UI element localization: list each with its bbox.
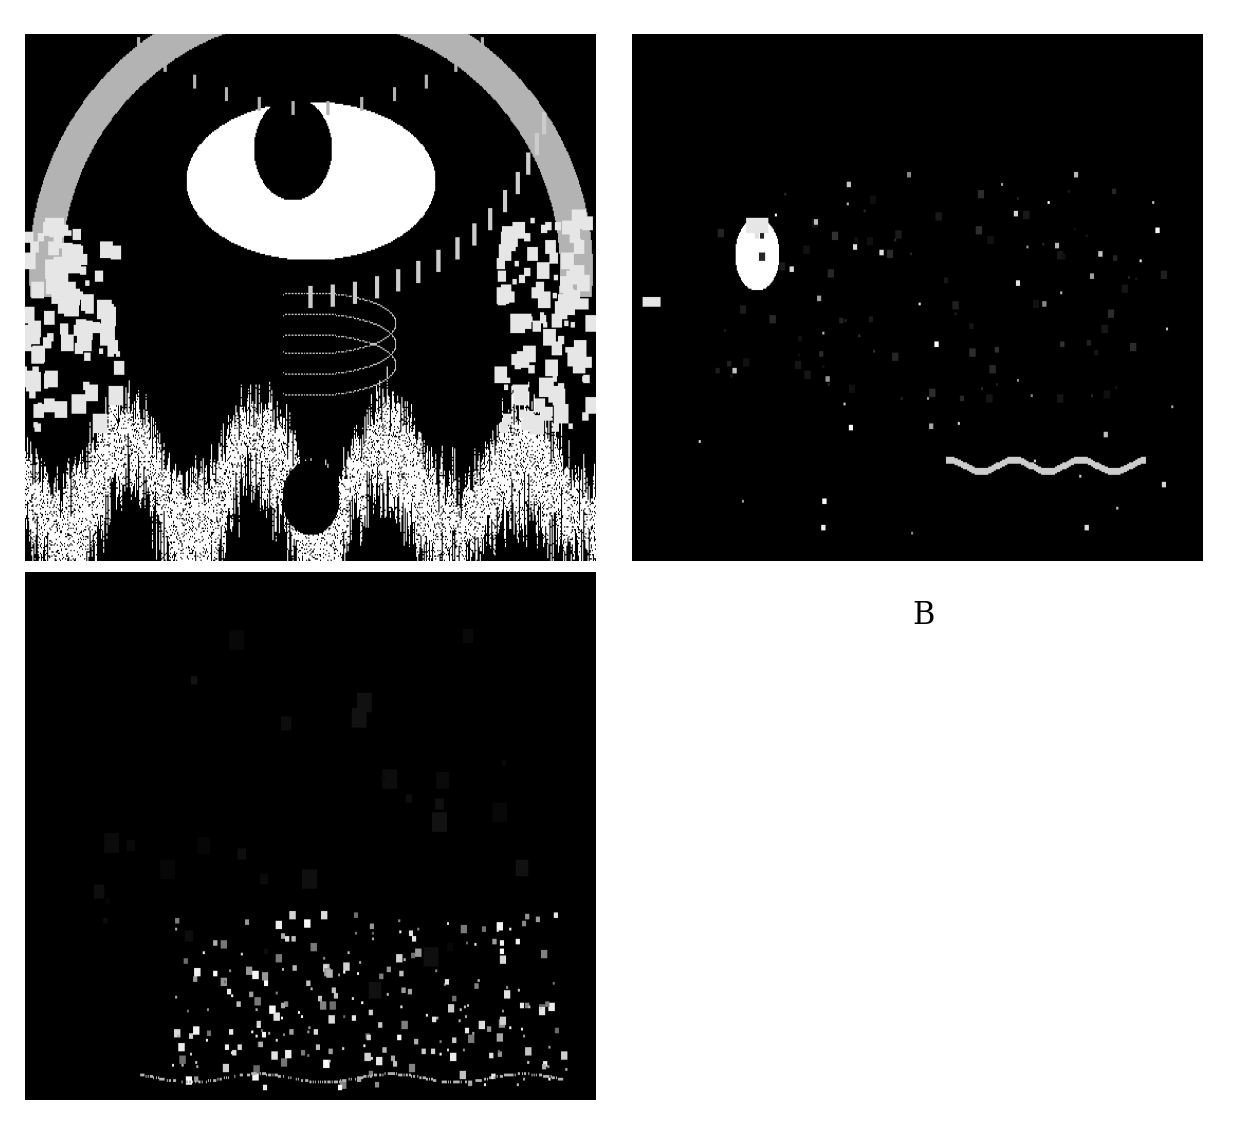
- Text: A: A: [299, 600, 321, 632]
- Text: B: B: [913, 600, 935, 632]
